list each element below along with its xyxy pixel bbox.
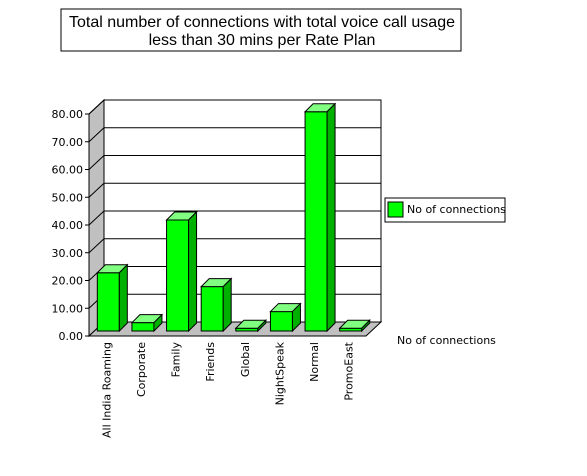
y-axis-ticks: 0.00 10.00 20.00 30.00 40.00 50.00 60.00 70.00 8… xyxy=(52,108,89,343)
x-axis-ticks: All India Roaming Corporate Family Friends G… xyxy=(100,341,355,438)
title-line-2: less than 30 mins per Rate Plan xyxy=(149,32,376,49)
y-tick-label: 10.00 xyxy=(52,302,84,315)
gridline-side xyxy=(88,238,105,254)
bar xyxy=(199,277,233,333)
bar xyxy=(130,313,164,333)
y-tick-label: 30.00 xyxy=(52,247,84,260)
x-tick-label: Family xyxy=(170,342,183,378)
plot-frame xyxy=(87,98,383,338)
legend-label: No of connections xyxy=(407,203,506,216)
x-tick-label: PromoEast xyxy=(343,341,356,400)
bar-side xyxy=(257,319,267,333)
y-tick-label: 80.00 xyxy=(52,108,84,121)
legend: No of connections xyxy=(384,197,506,223)
title-box xyxy=(60,8,462,52)
bar-side xyxy=(188,210,198,333)
x-tick-label: All India Roaming xyxy=(100,342,113,438)
bar-front xyxy=(131,322,155,332)
bar-side xyxy=(291,302,301,333)
bar-front xyxy=(200,286,224,332)
y-tick-label: 50.00 xyxy=(52,191,84,204)
bar xyxy=(165,210,198,333)
x-axis-title: No of connections xyxy=(397,334,496,347)
bar-side xyxy=(326,102,336,333)
legend-swatch xyxy=(387,201,404,218)
bar xyxy=(338,319,371,333)
bar-side xyxy=(118,263,128,333)
bar-side xyxy=(361,319,371,333)
x-tick-label: NightSpeak xyxy=(273,341,286,405)
x-tick-label: Normal xyxy=(308,342,321,382)
y-tick-label: 60.00 xyxy=(52,164,84,177)
bar-front xyxy=(166,219,190,332)
bar-side xyxy=(222,277,232,333)
bar xyxy=(303,102,337,333)
bar-side xyxy=(153,313,163,333)
bar-front xyxy=(304,111,328,332)
y-tick-label: 40.00 xyxy=(52,219,84,232)
y-tick-label: 70.00 xyxy=(52,136,84,149)
title-line-1: Total number of connections with total v… xyxy=(69,14,455,31)
y-tick-label: 20.00 xyxy=(52,275,84,288)
y-tick-label: 0.00 xyxy=(59,330,84,343)
x-tick-label: Global xyxy=(239,342,252,377)
bar xyxy=(96,263,129,333)
legend-box xyxy=(384,197,506,223)
gridline-side xyxy=(88,182,105,198)
bar-front xyxy=(96,272,120,332)
gridline-side xyxy=(88,210,105,226)
bar xyxy=(234,319,268,333)
gridline-side xyxy=(88,155,105,170)
bar-front xyxy=(269,311,293,332)
x-tick-label: Corporate xyxy=(135,342,148,397)
gridline-side xyxy=(88,127,105,143)
x-tick-label: Friends xyxy=(204,342,217,382)
bar xyxy=(269,302,302,333)
gridline-side xyxy=(88,99,105,115)
chart-title: Total number of connections with total v… xyxy=(60,8,462,52)
bars xyxy=(96,102,371,333)
